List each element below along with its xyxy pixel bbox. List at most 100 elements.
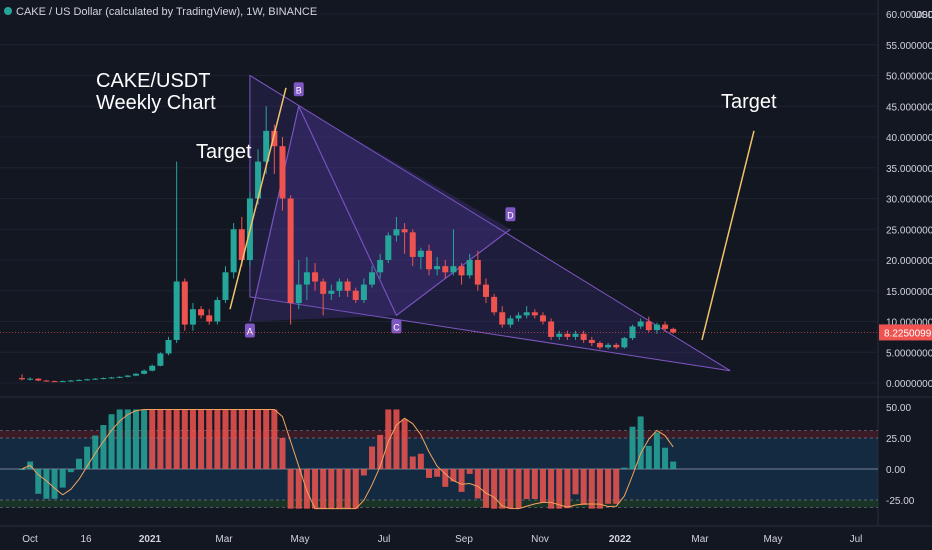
price-tick-label: 10.0000000 bbox=[886, 318, 932, 329]
oscillator-bar bbox=[499, 469, 506, 509]
candle-body bbox=[466, 260, 473, 276]
candle-body bbox=[491, 296, 498, 313]
oscillator-tick-label: 25.00 bbox=[886, 434, 911, 445]
oscillator-bar bbox=[613, 469, 620, 504]
oscillator-bar bbox=[596, 469, 603, 509]
candle-body bbox=[588, 339, 595, 344]
price-tick-label: 5.0000000 bbox=[886, 348, 932, 359]
oscillator-bar bbox=[132, 409, 139, 469]
price-axis[interactable]: 60.0000000 55.0000000 50.0000000 45.0000000… bbox=[879, 10, 932, 390]
target-right-label: Target bbox=[721, 91, 777, 113]
candle-body bbox=[515, 315, 522, 319]
candle-body bbox=[629, 326, 636, 339]
candle-body bbox=[474, 260, 481, 285]
oscillator-tick-label: 50.00 bbox=[886, 403, 911, 414]
candle-body bbox=[344, 281, 351, 291]
oscillator-axis[interactable]: 50.00 25.00 0.00 -25.00 bbox=[886, 403, 915, 507]
candle-body bbox=[75, 379, 82, 381]
oscillator-bar bbox=[605, 469, 612, 504]
oscillator-bar bbox=[458, 469, 465, 492]
candle-body bbox=[458, 266, 465, 276]
candle-body bbox=[385, 235, 392, 260]
oscillator-bar bbox=[230, 409, 237, 469]
current-price-tag bbox=[879, 324, 932, 341]
time-axis[interactable]: Oct 16 2021 Mar May Jul Sep Nov 2022 Mar May Jul bbox=[22, 534, 862, 545]
oscillator-bar bbox=[43, 469, 50, 499]
price-tick-label: 30.0000000 bbox=[886, 195, 932, 206]
oscillator-bar bbox=[531, 469, 538, 499]
price-tick-label: 50.0000000 bbox=[886, 72, 932, 83]
oscillator-bar bbox=[409, 456, 416, 469]
oscillator-bar bbox=[637, 416, 644, 469]
candle-body bbox=[214, 299, 221, 322]
oscillator-bar bbox=[580, 469, 587, 505]
time-tick-label: Jul bbox=[850, 534, 863, 545]
oscillator-bar bbox=[116, 409, 123, 469]
candle-body bbox=[35, 378, 42, 381]
candle-body bbox=[662, 324, 669, 329]
oscillator-bar bbox=[474, 469, 481, 499]
oscillator-bar bbox=[564, 469, 571, 509]
oscillator-bar bbox=[222, 409, 229, 469]
price-tick-label: 25.0000000 bbox=[886, 225, 932, 236]
candle-body bbox=[580, 333, 587, 340]
oscillator-bar bbox=[523, 469, 530, 500]
candle-body bbox=[637, 321, 644, 327]
candle-body bbox=[369, 272, 376, 285]
oversold-band bbox=[0, 500, 878, 508]
candle-body bbox=[312, 272, 319, 282]
candle-body bbox=[100, 378, 107, 380]
time-tick-label: 2021 bbox=[139, 534, 162, 545]
candle-body bbox=[564, 333, 571, 337]
oscillator-bar bbox=[670, 461, 677, 469]
candle-body bbox=[279, 146, 286, 199]
oscillator-bar bbox=[328, 469, 335, 509]
point-b-label: B bbox=[296, 85, 302, 95]
oscillator-bar bbox=[336, 469, 343, 509]
candle-body bbox=[27, 378, 34, 380]
oscillator-bar bbox=[255, 409, 262, 469]
candle-body bbox=[548, 321, 555, 337]
candle-body bbox=[230, 229, 237, 273]
oscillator-bar bbox=[548, 469, 555, 509]
point-b-badge bbox=[293, 82, 304, 97]
oscillator-bar bbox=[344, 469, 351, 509]
candle-body bbox=[303, 272, 310, 285]
oscillator-bar bbox=[92, 435, 99, 469]
currency-label: USD bbox=[914, 10, 932, 21]
oscillator-bar bbox=[75, 458, 82, 469]
price-tick-label: 20.0000000 bbox=[886, 256, 932, 267]
time-tick-label: May bbox=[764, 534, 783, 545]
candle-body bbox=[352, 290, 359, 300]
point-c-badge bbox=[391, 319, 402, 334]
candle-body bbox=[141, 370, 148, 374]
candle-body bbox=[556, 333, 563, 337]
oscillator-tick-label: 0.00 bbox=[886, 465, 906, 476]
oscillator-bar bbox=[482, 469, 489, 508]
time-tick-label: Mar bbox=[215, 534, 233, 545]
time-tick-label: Sep bbox=[455, 534, 473, 545]
oscillator-bar bbox=[67, 469, 74, 473]
time-tick-label: Mar bbox=[691, 534, 709, 545]
candle-body bbox=[377, 260, 384, 273]
candle-body bbox=[572, 333, 579, 337]
point-d-badge bbox=[505, 207, 516, 222]
candle-body bbox=[67, 380, 74, 382]
candle-body bbox=[116, 376, 123, 378]
candle-body bbox=[596, 343, 603, 348]
price-tick-label: 0.0000000 bbox=[886, 379, 932, 390]
oscillator-tick-label: -25.00 bbox=[886, 496, 915, 507]
signal-line bbox=[21, 408, 674, 510]
candle-body bbox=[206, 315, 213, 322]
oscillator-bar bbox=[417, 453, 424, 469]
oscillator-bar bbox=[271, 409, 278, 469]
current-price-label: 8.2250099 bbox=[884, 328, 932, 339]
oscillator-histogram bbox=[19, 409, 677, 509]
price-tick-label: 35.0000000 bbox=[886, 164, 932, 175]
candle-body bbox=[84, 379, 91, 381]
oscillator-bar bbox=[393, 409, 400, 469]
candle-body bbox=[434, 266, 441, 270]
symbol-header[interactable]: CAKE / US Dollar (calculated by TradingV… bbox=[4, 6, 317, 18]
chart-title-line1: CAKE/USDT bbox=[96, 70, 211, 92]
